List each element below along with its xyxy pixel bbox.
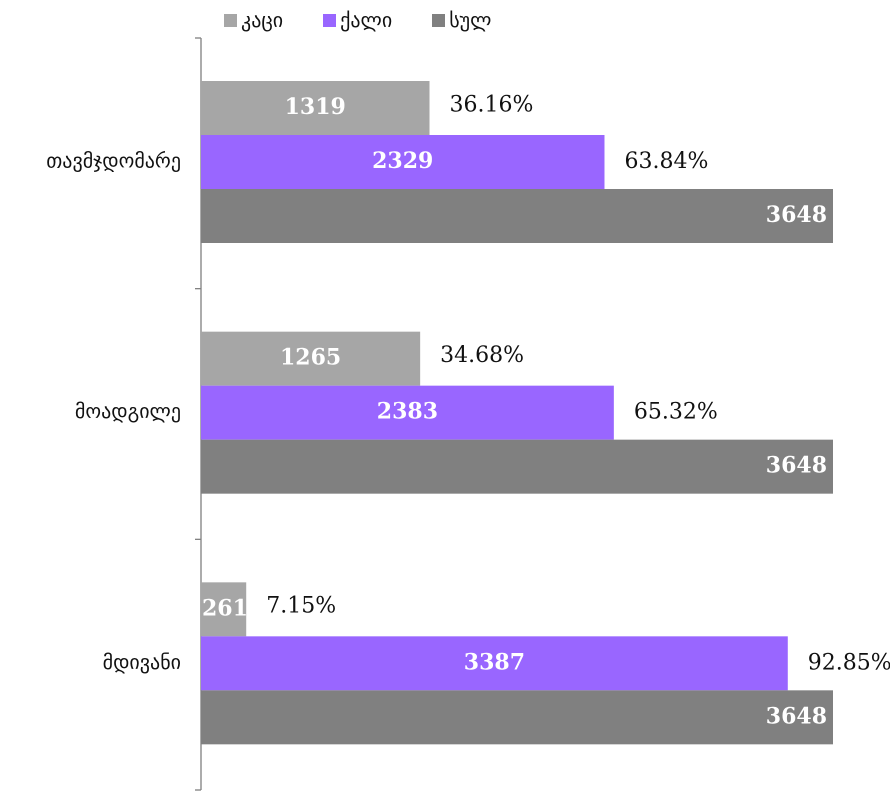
bar-male [201, 81, 430, 135]
legend-item-total: სულ [432, 8, 491, 32]
bar-value-label: 3648 [766, 453, 827, 479]
category-label: მოადგილე [75, 399, 181, 423]
legend-swatch-male [224, 13, 237, 27]
bar-value-label: 1319 [285, 94, 346, 120]
bar-value-label: 2383 [377, 399, 438, 425]
bar-value-label: 261 [202, 595, 248, 621]
percent-label: 34.68% [440, 343, 524, 368]
legend-label-female: ქალი [340, 8, 393, 32]
bar-total [201, 189, 833, 243]
legend-label-male: კაცი [241, 8, 284, 32]
legend-label-total: სულ [449, 8, 492, 32]
percent-label: 63.84% [624, 149, 708, 174]
bar-female [201, 135, 605, 189]
percent-label: 36.16% [450, 92, 534, 117]
bar-value-label: 3648 [766, 202, 827, 228]
bar-value-label: 2329 [372, 148, 433, 174]
bar-male [201, 331, 421, 386]
bar-value-label: 1265 [280, 345, 341, 371]
percent-label: 7.15% [266, 594, 336, 619]
bar-female [201, 636, 788, 691]
percent-label: 65.32% [634, 400, 718, 425]
bar-male [201, 582, 247, 637]
legend-swatch-female [323, 13, 337, 27]
legend-swatch-total [432, 13, 446, 27]
category-label: მდივანი [103, 650, 181, 674]
bar-total [201, 439, 833, 494]
legend-item-male: კაცი [224, 8, 283, 32]
category-label: თავმჯდომარე [46, 149, 181, 173]
percent-label: 92.85% [808, 650, 890, 675]
legend-item-female: ქალი [323, 8, 392, 32]
bar-value-label: 3387 [464, 649, 525, 675]
bar-female [201, 385, 614, 440]
bar-value-label: 3648 [766, 703, 827, 729]
bar-total [201, 690, 833, 745]
legend: კაცი ქალი სულ [224, 8, 491, 32]
